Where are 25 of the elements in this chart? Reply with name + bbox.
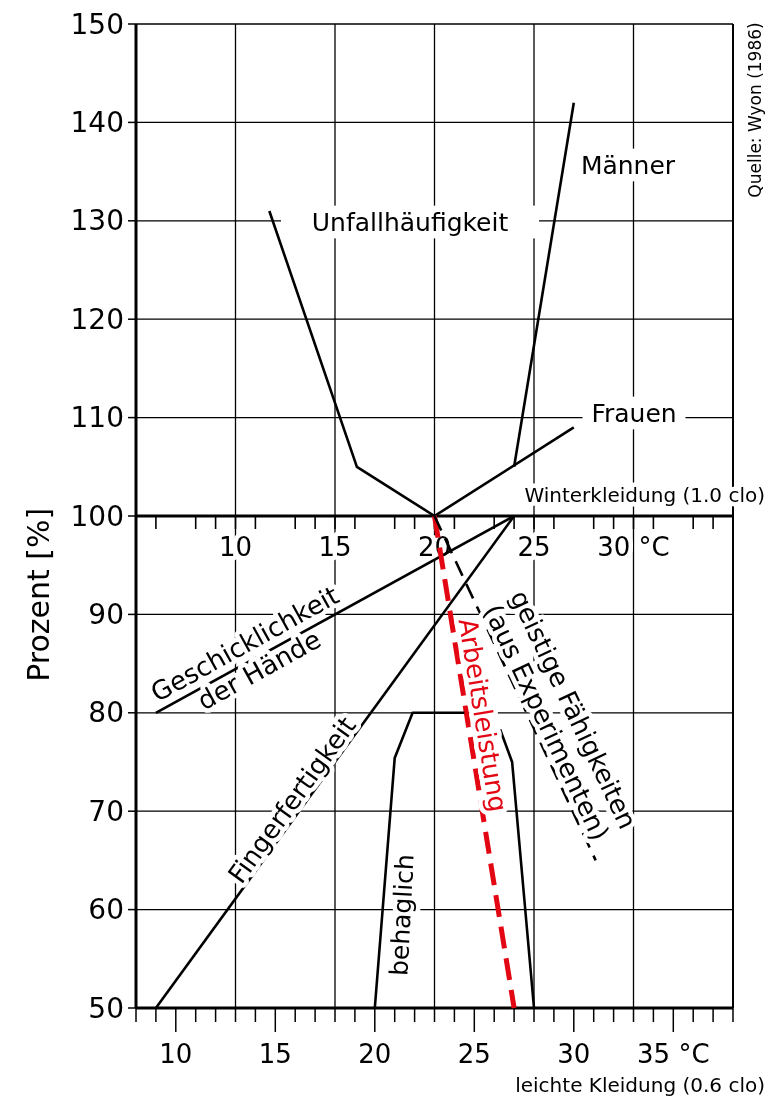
- x-tick-label: 25: [457, 1039, 491, 1069]
- y-tick-label: 80: [88, 696, 124, 730]
- y-axis-title: Prozent [%]: [20, 507, 56, 682]
- series-label: Unfallhäufigkeit: [311, 207, 509, 237]
- y-tick-label: 90: [88, 597, 124, 631]
- series-label: Frauen: [591, 398, 677, 428]
- x-tick-label: 35 °C: [637, 1039, 710, 1069]
- y-tick-label: 100: [70, 499, 124, 533]
- y-tick-label: 50: [88, 991, 124, 1025]
- y-tick-label: 60: [88, 893, 124, 927]
- y-tick-label: 110: [70, 401, 124, 435]
- y-tick-label: 150: [70, 7, 124, 41]
- source-note: Quelle: Wyon (1986): [745, 22, 765, 198]
- x-tick-label: 30: [557, 1039, 591, 1069]
- x-tick-label: 20: [358, 1039, 392, 1069]
- x-tick-label: 10: [159, 1039, 193, 1069]
- y-tick-label: 140: [70, 105, 124, 139]
- x-axis-title: leichte Kleidung (0.6 clo): [515, 1073, 765, 1097]
- x-tick-label: 15: [258, 1039, 292, 1069]
- y-tick-label: 120: [70, 302, 124, 336]
- y-tick-label: 70: [88, 794, 124, 828]
- text: behaglich: [384, 853, 420, 977]
- y-tick-label: 130: [70, 204, 124, 238]
- series-label: Männer: [580, 150, 676, 180]
- x2-tick-label: 30 °C: [597, 532, 670, 562]
